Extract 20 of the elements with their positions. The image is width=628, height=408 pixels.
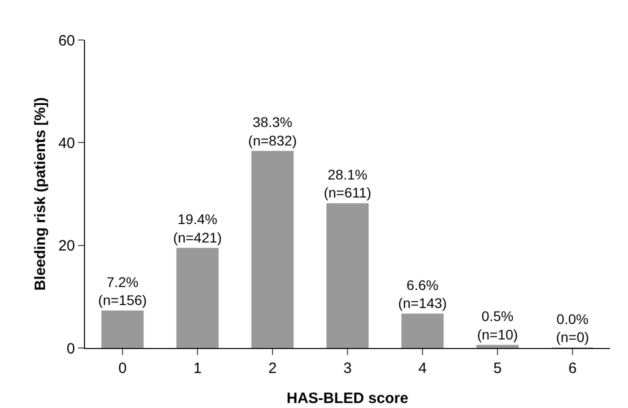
- x-tick-label: 0: [118, 360, 127, 377]
- y-axis-title: Bleeding risk (patients [%]): [32, 97, 49, 291]
- data-label: 38.3% (n=832): [248, 114, 297, 148]
- x-tick-label: 3: [343, 360, 352, 377]
- y-tick-label: 60: [58, 32, 75, 50]
- data-label: 7.2% (n=156): [98, 274, 147, 308]
- data-label: 0.5% (n=10): [477, 308, 518, 342]
- data-label: 0.0% (n=0): [556, 310, 590, 345]
- x-tick-label: 4: [418, 360, 427, 377]
- x-tick-label: 6: [568, 360, 577, 377]
- y-tick-label: 0: [66, 340, 75, 358]
- x-axis-title: HAS-BLED score: [286, 390, 408, 407]
- y-tick-label: 20: [58, 238, 75, 255]
- x-tick-label: 2: [268, 360, 277, 377]
- data-label: 6.6% (n=143): [398, 276, 447, 312]
- x-tick-label: 5: [493, 360, 502, 377]
- data-label: 19.4% (n=421): [173, 211, 222, 246]
- y-tick-label: 40: [58, 134, 75, 152]
- data-label: 28.1% (n=611): [324, 166, 372, 201]
- x-tick-label: 1: [193, 360, 202, 377]
